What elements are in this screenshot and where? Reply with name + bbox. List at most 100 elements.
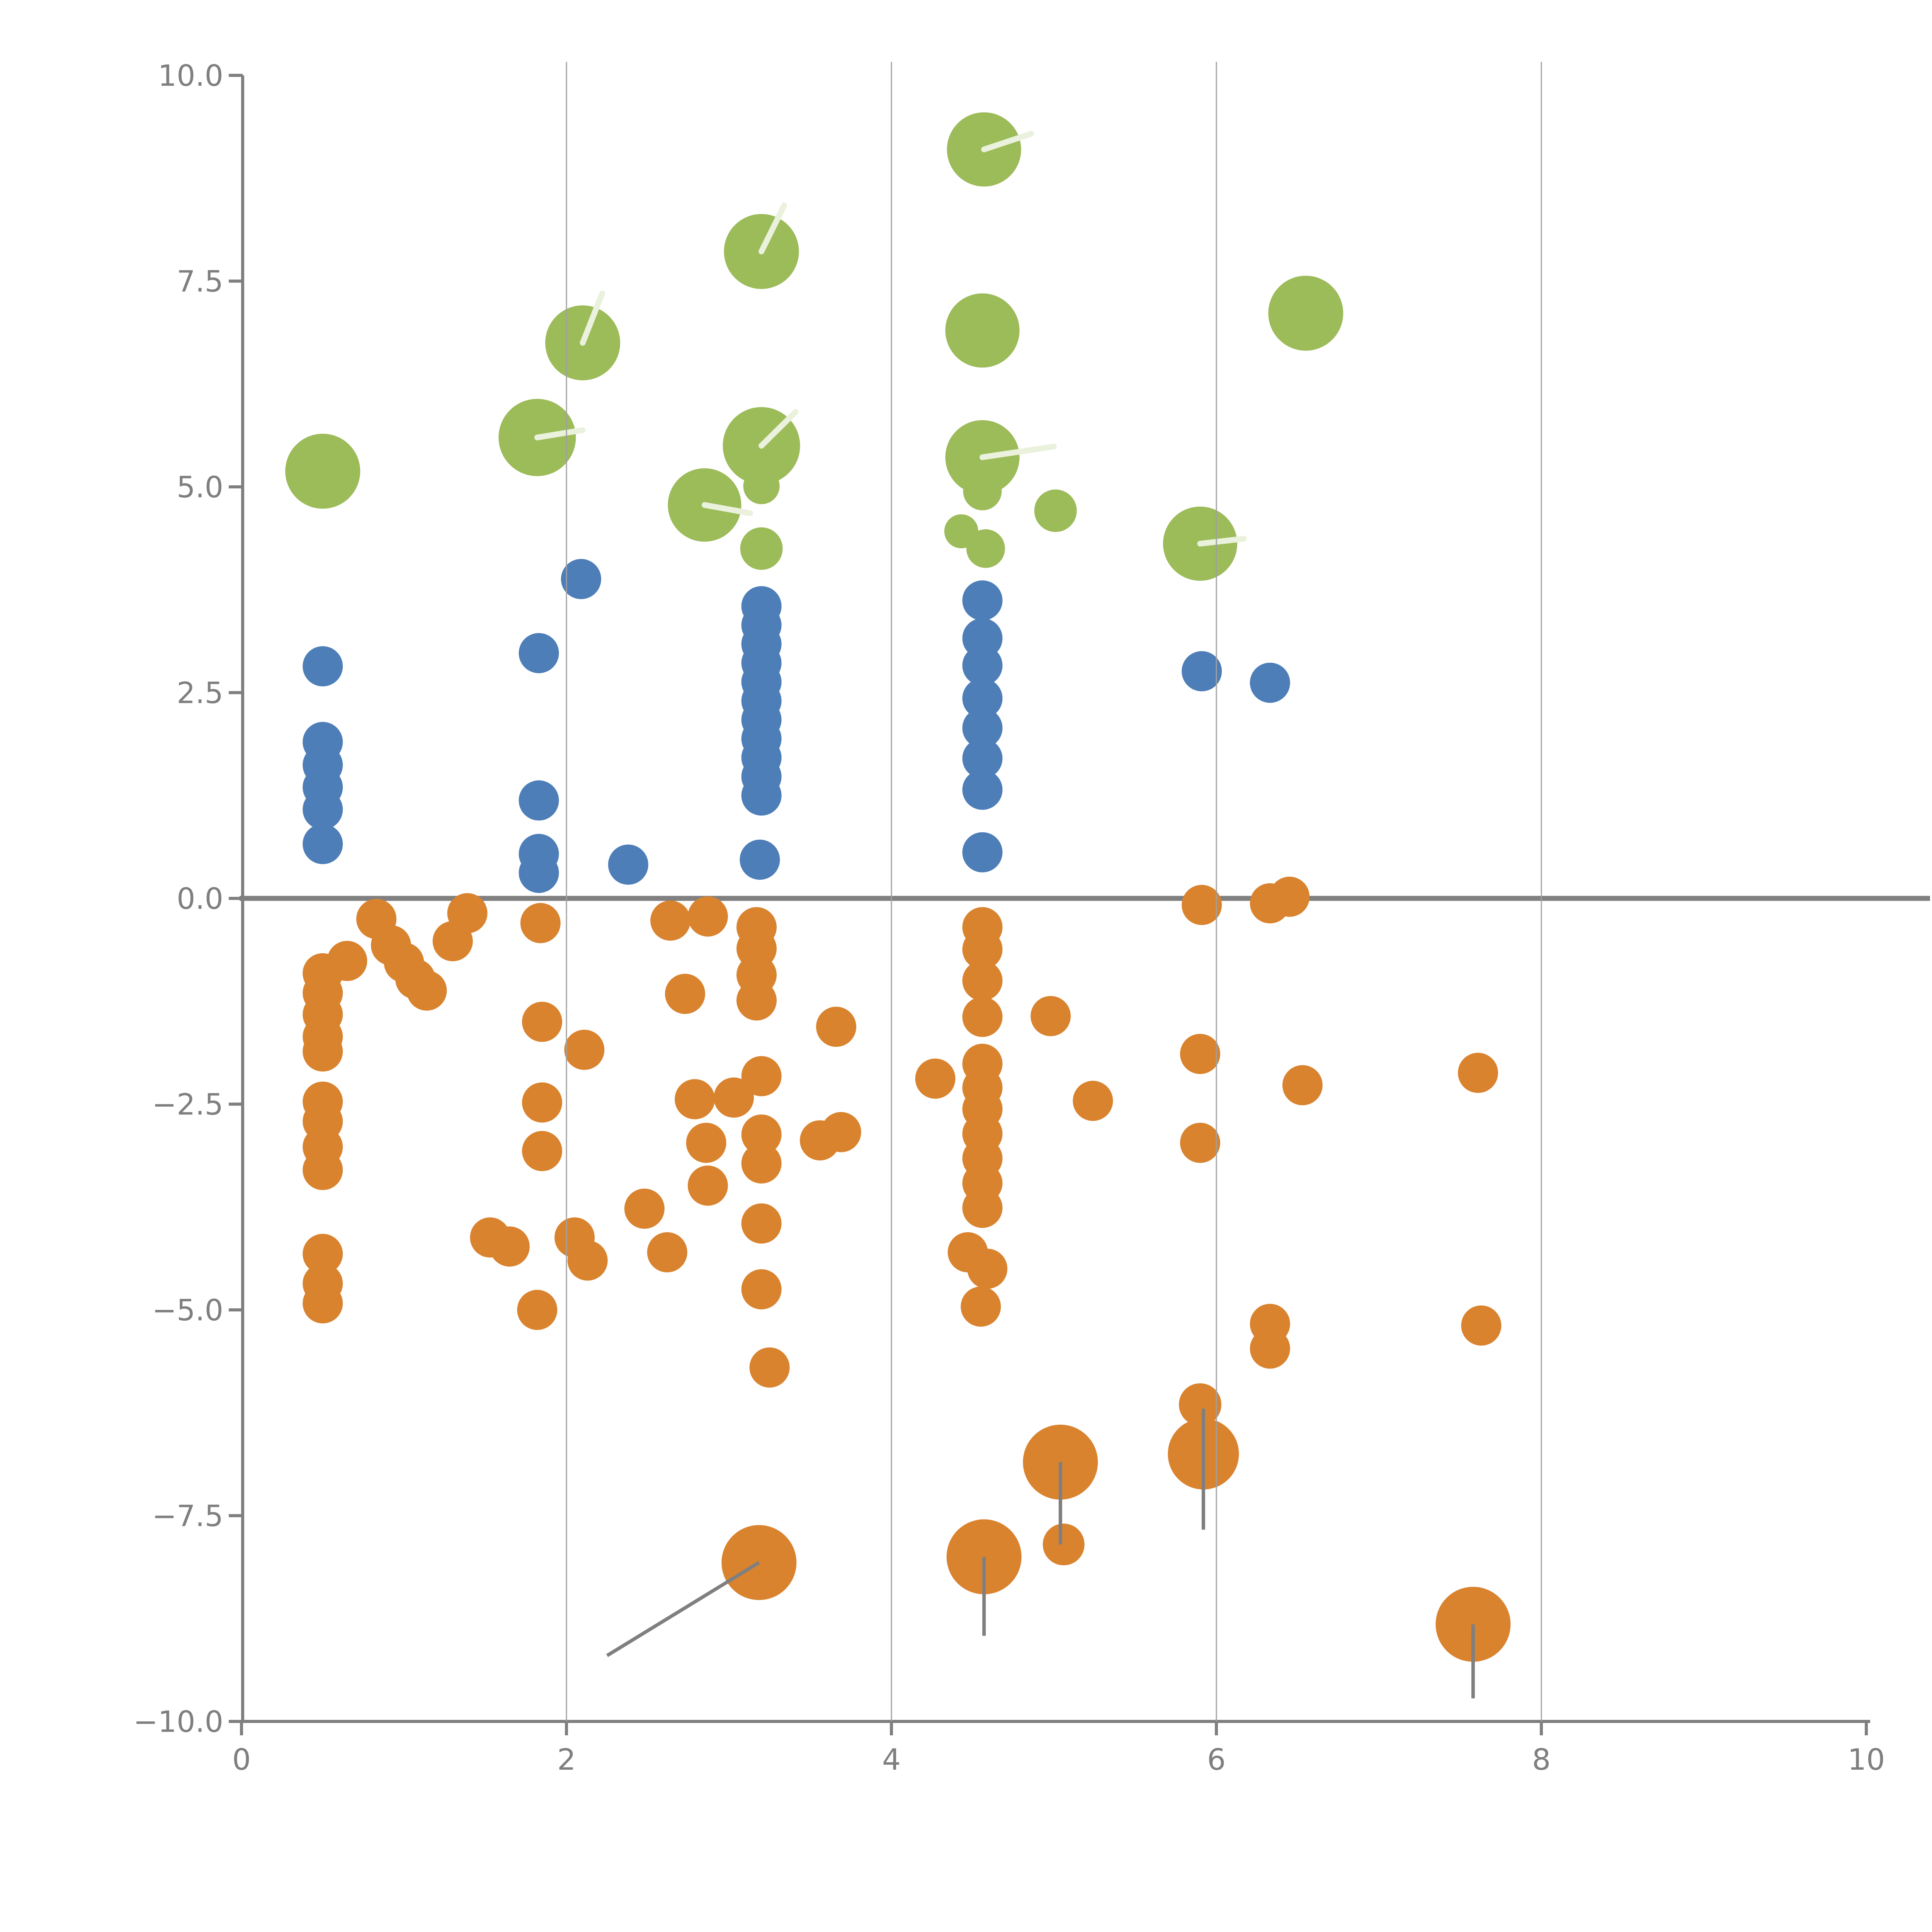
data-point-orange-dots	[1269, 876, 1310, 917]
data-point-orange-dots	[564, 1029, 605, 1070]
bubble-highlight-slash	[1197, 536, 1247, 547]
data-point-orange-dots	[1031, 996, 1071, 1036]
data-point-orange-dots	[327, 940, 367, 981]
data-point-orange-dots	[962, 997, 1003, 1037]
data-point-orange-dots	[303, 1234, 343, 1274]
data-point-orange-dots	[736, 980, 777, 1021]
data-point-orange-dots	[687, 896, 728, 937]
y-tick-label: −7.5	[152, 1499, 223, 1533]
data-point-orange-dots	[816, 1007, 857, 1047]
data-point-green-bubbles	[285, 434, 361, 509]
data-point-orange-dots	[1458, 1053, 1498, 1093]
y-tick-label: 10.0	[158, 58, 223, 93]
data-point-orange-dots	[624, 1189, 665, 1229]
data-point-orange-dots	[675, 1079, 715, 1119]
data-point-blue-dots	[561, 559, 601, 599]
data-point-orange-dots	[567, 1240, 608, 1281]
data-point-orange-dots	[517, 1290, 558, 1330]
x-tick-label: 2	[557, 1742, 576, 1777]
data-point-blue-dots	[303, 646, 343, 687]
data-point-blue-dots	[962, 580, 1003, 621]
data-point-orange-dots	[915, 1058, 956, 1099]
data-point-orange-dots	[1461, 1305, 1502, 1346]
data-point-green-bubbles	[1268, 276, 1344, 351]
y-tick-label: 2.5	[177, 676, 223, 710]
data-point-orange-dots	[522, 1131, 562, 1171]
data-point-orange-dots	[749, 1347, 790, 1388]
x-tick-label: 8	[1532, 1742, 1551, 1777]
data-point-blue-dots	[303, 824, 343, 864]
data-point-orange-dots	[406, 970, 447, 1011]
data-point-green-bubbles	[1034, 489, 1077, 532]
data-point-orange-dots	[741, 1114, 782, 1155]
data-point-orange-dots	[1182, 885, 1222, 925]
data-point-orange-dots	[522, 1082, 562, 1123]
y-tick-label: 0.0	[177, 881, 223, 916]
data-point-orange-dots	[303, 1031, 343, 1072]
x-tick-label: 4	[882, 1742, 901, 1777]
bubble-highlight-slash	[981, 131, 1034, 153]
data-point-orange-dots	[962, 961, 1003, 1001]
data-point-green-bubbles	[740, 527, 783, 570]
data-point-green-bubbles	[963, 471, 1002, 510]
bubble-highlight-slash	[979, 444, 1057, 460]
data-point-blue-dots	[1182, 651, 1222, 692]
data-point-blue-dots	[962, 769, 1003, 810]
data-point-blue-dots	[962, 832, 1003, 872]
data-point-blue-dots	[608, 844, 648, 885]
x-tick-label: 0	[232, 1742, 251, 1777]
data-point-orange-dots	[821, 1112, 861, 1152]
data-point-green-bubbles	[743, 468, 780, 504]
data-point-green-bubbles	[966, 529, 1005, 568]
y-tick-label: −2.5	[152, 1087, 223, 1122]
x-tick-label: 10	[1848, 1742, 1885, 1777]
bubble-highlight-slash	[580, 290, 605, 346]
data-point-blue-dots	[740, 839, 780, 880]
data-point-orange-dots	[522, 1002, 562, 1042]
data-point-orange-dots	[714, 1077, 754, 1118]
data-point-orange-dots	[962, 929, 1003, 970]
data-point-orange-dots	[686, 1122, 726, 1163]
data-point-orange-dots	[1282, 1065, 1323, 1105]
data-point-orange-dots	[741, 1203, 782, 1244]
data-point-orange-dots	[741, 1269, 782, 1310]
data-point-orange-dots	[650, 900, 691, 941]
data-point-green-bubbles	[945, 293, 1020, 368]
data-point-orange-dots	[741, 1056, 782, 1097]
data-point-blue-dots	[519, 852, 559, 893]
data-point-orange-dots	[961, 1286, 1001, 1327]
data-point-orange-dots	[665, 974, 705, 1014]
data-point-orange-dots	[1043, 1524, 1085, 1566]
bubble-highlight-slash	[701, 502, 753, 516]
data-point-orange-dots	[647, 1232, 687, 1272]
bubble-highlight-slash	[759, 202, 787, 255]
y-tick-label: −10.0	[133, 1704, 223, 1739]
data-point-orange-dots	[741, 1143, 782, 1184]
data-point-orange-dots	[687, 1165, 728, 1206]
data-point-orange-dots	[967, 1248, 1008, 1289]
x-tick-label: 6	[1207, 1742, 1226, 1777]
data-point-orange-dots	[447, 893, 488, 934]
data-point-orange-dots	[303, 1150, 343, 1190]
data-point-orange-dots	[489, 1226, 530, 1267]
bubble-highlight-slash	[534, 427, 586, 440]
data-point-orange-dots	[1250, 1328, 1290, 1369]
bubble-highlight-slash	[759, 409, 799, 449]
data-point-blue-dots	[962, 738, 1003, 779]
data-point-orange-dots	[962, 1187, 1003, 1228]
data-point-blue-dots	[962, 645, 1003, 686]
data-point-orange-dots	[1073, 1080, 1113, 1121]
y-tick-label: −5.0	[152, 1293, 223, 1327]
data-point-blue-dots	[303, 789, 343, 830]
y-tick-label: 5.0	[177, 470, 223, 504]
data-point-blue-dots	[1250, 662, 1290, 703]
data-point-blue-dots	[519, 780, 559, 821]
data-point-orange-dots	[303, 1283, 343, 1323]
data-point-blue-dots	[962, 708, 1003, 748]
data-point-orange-dots	[1180, 1034, 1220, 1074]
data-point-blue-dots	[962, 678, 1003, 719]
data-point-blue-dots	[519, 633, 559, 673]
data-point-orange-dots	[1180, 1122, 1220, 1163]
